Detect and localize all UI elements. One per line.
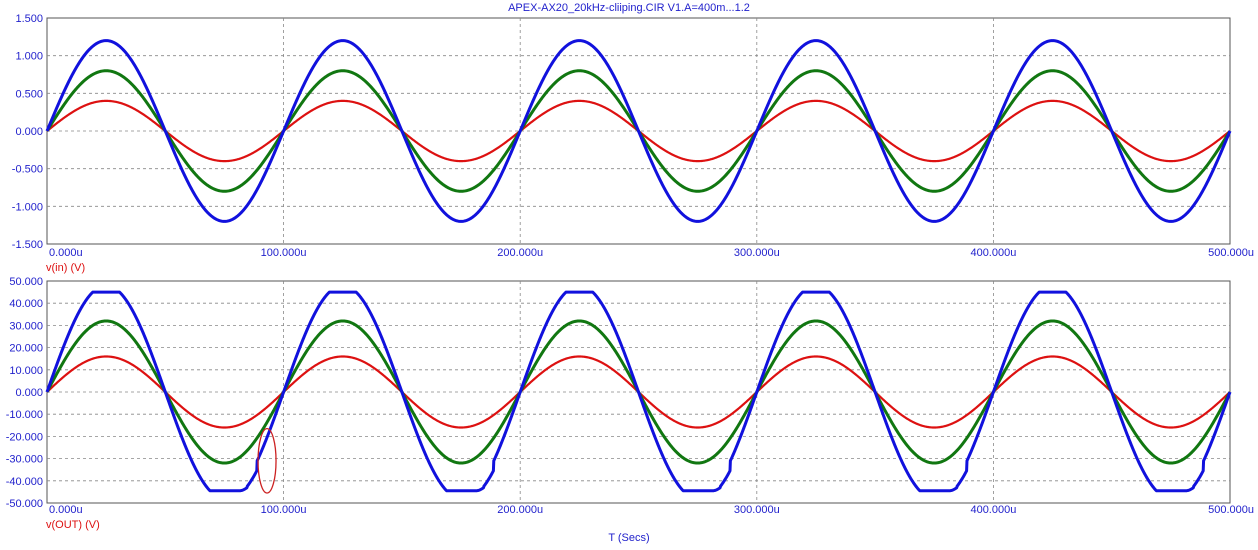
top-ytick-label: 0.500 (15, 88, 43, 100)
bottom-xtick-label: 100.000u (261, 504, 307, 516)
bottom-xtick-label: 500.000u (1208, 504, 1254, 516)
bottom-ytick-label: 10.000 (9, 365, 43, 377)
bottom-xtick-label: 300.000u (734, 504, 780, 516)
bottom-series-2 (45, 290, 1232, 493)
top-xtick-label: 300.000u (734, 247, 780, 259)
bottom-ytick-label: -40.000 (6, 476, 43, 488)
recovery-annotation-ellipse (257, 427, 277, 494)
bottom-ytick-label: 50.000 (9, 276, 43, 288)
top-xtick-label: 0.000u (49, 247, 83, 259)
bottom-ytick-label: 40.000 (9, 298, 43, 310)
top-ytick-label: 1.500 (15, 13, 43, 25)
bottom-ytick-label: 30.000 (9, 320, 43, 332)
top-ytick-label: 0.000 (15, 126, 43, 138)
bottom-xtick-label: 0.000u (49, 504, 83, 516)
bottom-xtick-label: 400.000u (970, 504, 1016, 516)
top-ytick-label: 1.000 (15, 51, 43, 63)
top-xtick-label: 100.000u (261, 247, 307, 259)
top-xtick-label: 500.000u (1208, 247, 1254, 259)
window-title: APEX-AX20_20kHz-cliiping.CIR V1.A=400m..… (508, 2, 750, 14)
top-ytick-label: -0.500 (12, 164, 43, 176)
top-ytick-label: -1.000 (12, 201, 43, 213)
top-xtick-label: 200.000u (497, 247, 543, 259)
bottom-plot-ylabel: v(OUT) (V) (46, 519, 100, 531)
bottom-ytick-label: -50.000 (6, 498, 43, 510)
bottom-ytick-label: -30.000 (6, 454, 43, 466)
bottom-ytick-label: -20.000 (6, 431, 43, 443)
top-series-2 (45, 39, 1232, 223)
bottom-xtick-label: 200.000u (497, 504, 543, 516)
x-axis-label: T (Secs) (608, 532, 650, 544)
bottom-ytick-label: 0.000 (15, 387, 43, 399)
top-xtick-label: 400.000u (970, 247, 1016, 259)
bottom-ytick-label: 20.000 (9, 343, 43, 355)
top-ytick-label: -1.500 (12, 239, 43, 251)
bottom-ytick-label: -10.000 (6, 409, 43, 421)
top-plot-ylabel: v(in) (V) (46, 262, 86, 274)
